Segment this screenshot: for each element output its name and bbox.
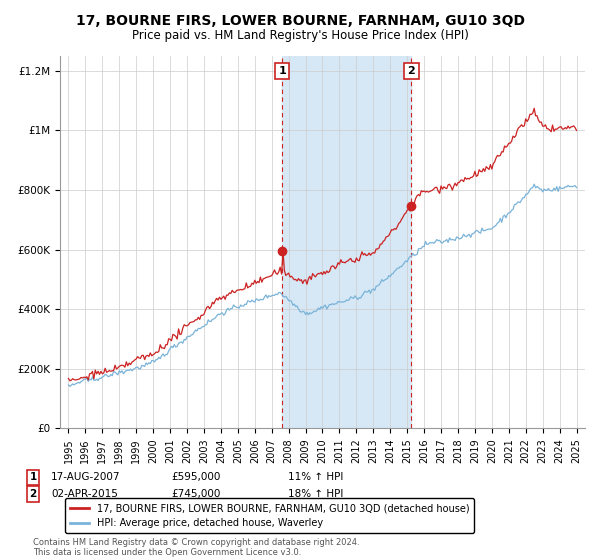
Text: 02-APR-2015: 02-APR-2015 xyxy=(51,489,118,499)
Text: 17-AUG-2007: 17-AUG-2007 xyxy=(51,472,121,482)
Text: 2: 2 xyxy=(29,489,37,499)
Text: 2: 2 xyxy=(407,66,415,76)
Text: Contains HM Land Registry data © Crown copyright and database right 2024.
This d: Contains HM Land Registry data © Crown c… xyxy=(33,538,359,557)
Text: 11% ↑ HPI: 11% ↑ HPI xyxy=(288,472,343,482)
Legend: 17, BOURNE FIRS, LOWER BOURNE, FARNHAM, GU10 3QD (detached house), HPI: Average : 17, BOURNE FIRS, LOWER BOURNE, FARNHAM, … xyxy=(65,498,475,533)
Text: 1: 1 xyxy=(29,472,37,482)
Text: 1: 1 xyxy=(278,66,286,76)
Text: £745,000: £745,000 xyxy=(171,489,220,499)
Bar xyxy=(282,56,412,428)
Text: 17, BOURNE FIRS, LOWER BOURNE, FARNHAM, GU10 3QD: 17, BOURNE FIRS, LOWER BOURNE, FARNHAM, … xyxy=(76,14,524,28)
Text: Price paid vs. HM Land Registry's House Price Index (HPI): Price paid vs. HM Land Registry's House … xyxy=(131,29,469,42)
Text: £595,000: £595,000 xyxy=(171,472,220,482)
Text: 18% ↑ HPI: 18% ↑ HPI xyxy=(288,489,343,499)
